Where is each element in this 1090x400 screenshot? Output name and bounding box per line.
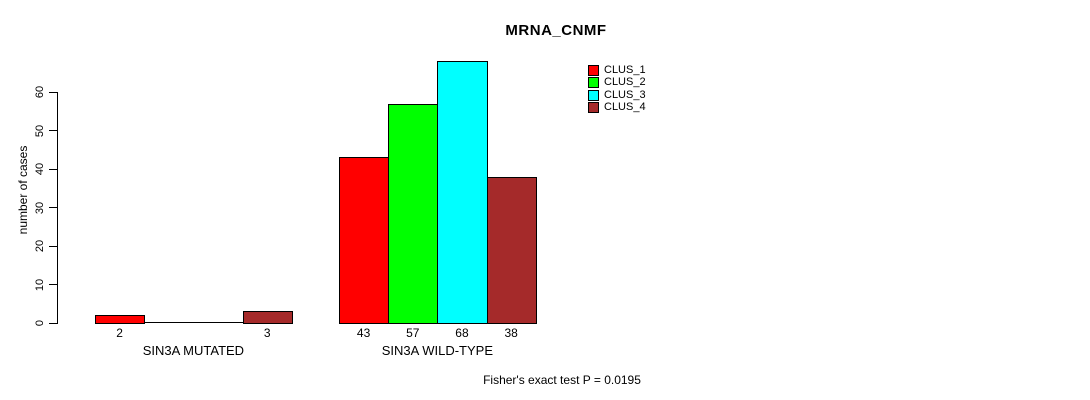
- legend-label: CLUS_1: [604, 63, 646, 76]
- bar-value-label: 2: [116, 326, 123, 340]
- bar-value-label: 3: [263, 326, 271, 340]
- bar-value-label: 68: [455, 326, 469, 340]
- y-tick-label: 50: [34, 124, 46, 137]
- y-tick-label: 40: [34, 162, 46, 176]
- legend-label: CLUS_4: [604, 101, 646, 114]
- bar-CLUS_2: [388, 103, 439, 324]
- bar-CLUS_4: [486, 176, 537, 324]
- bar-CLUS_3: [437, 61, 488, 324]
- bar-CLUS_4: [242, 311, 293, 324]
- y-axis-line: [57, 92, 58, 324]
- y-tick-mark: [49, 245, 57, 247]
- y-tick-label: 60: [34, 85, 46, 99]
- legend: CLUS_1 CLUS_2 CLUS_3 CLUS_4: [588, 63, 646, 114]
- group-label: SIN3A WILD-TYPE: [381, 343, 494, 358]
- legend-swatch-icon: [588, 89, 599, 101]
- y-tick-label: 20: [34, 239, 46, 253]
- legend-row: CLUS_4: [588, 101, 646, 114]
- fisher-test-annotation: Fisher's exact test P = 0.0195: [483, 373, 641, 387]
- legend-row: CLUS_2: [588, 76, 646, 89]
- legend-swatch-icon: [588, 64, 599, 76]
- y-tick-mark: [49, 284, 57, 285]
- y-tick-label: 10: [34, 278, 46, 291]
- zero-height-bar-CLUS_3: [193, 322, 244, 323]
- y-tick-mark: [49, 322, 57, 324]
- legend-label: CLUS_2: [604, 76, 646, 89]
- y-tick-label: 30: [34, 201, 46, 214]
- y-tick-mark: [49, 130, 57, 131]
- zero-height-bar-CLUS_2: [144, 322, 195, 323]
- bar-value-label: 57: [406, 326, 420, 340]
- legend-swatch-icon: [588, 102, 599, 114]
- group-label: SIN3A MUTATED: [142, 343, 245, 358]
- y-tick-mark: [49, 168, 57, 170]
- legend-label: CLUS_3: [604, 88, 646, 101]
- legend-swatch-icon: [588, 77, 599, 89]
- y-tick-mark: [49, 91, 57, 93]
- bar-value-label: 38: [504, 326, 518, 340]
- bar-CLUS_1: [95, 315, 146, 324]
- bar-CLUS_1: [339, 157, 390, 324]
- bar-value-label: 43: [356, 326, 371, 340]
- legend-row: CLUS_1: [588, 63, 646, 76]
- y-tick-mark: [49, 207, 57, 208]
- legend-row: CLUS_3: [588, 88, 646, 101]
- y-axis-label: number of cases: [16, 145, 30, 235]
- chart-title: MRNA_CNMF: [505, 22, 607, 39]
- y-tick-label: 0: [34, 319, 46, 327]
